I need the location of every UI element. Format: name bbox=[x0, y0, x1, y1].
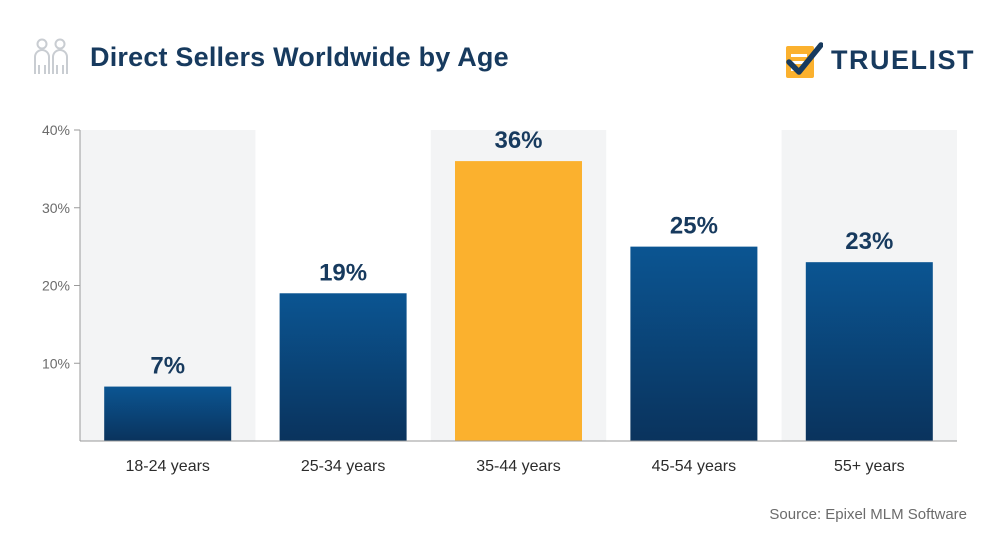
y-tick-label: 20% bbox=[42, 278, 70, 294]
page-title: Direct Sellers Worldwide by Age bbox=[90, 42, 509, 72]
checklist-icon bbox=[786, 42, 823, 78]
bar bbox=[104, 386, 232, 441]
x-tick-label: 55+ years bbox=[834, 458, 905, 475]
y-axis: 10% 20% 30% 40% bbox=[42, 122, 81, 441]
value-label: 19% bbox=[319, 259, 367, 286]
value-label: 23% bbox=[845, 228, 893, 255]
brand-name: TRUELIST bbox=[831, 44, 975, 75]
x-axis: 18-24 years 25-34 years 35-44 years 45-54 y… bbox=[80, 440, 957, 475]
bar bbox=[279, 293, 407, 441]
bar bbox=[630, 246, 758, 441]
bar bbox=[805, 262, 933, 441]
x-tick-label: 25-34 years bbox=[301, 458, 386, 475]
value-label: 36% bbox=[494, 127, 542, 154]
y-tick-label: 10% bbox=[42, 355, 70, 371]
source-note: Source: Epixel MLM Software bbox=[769, 506, 967, 523]
people-icon bbox=[34, 38, 68, 74]
x-tick-label: 18-24 years bbox=[125, 458, 210, 475]
value-label: 25% bbox=[670, 213, 718, 240]
y-tick-label: 30% bbox=[42, 200, 70, 216]
x-tick-label: 45-54 years bbox=[652, 458, 737, 475]
bar bbox=[455, 161, 582, 441]
brand-logo: TRUELIST bbox=[783, 40, 975, 80]
y-tick-label: 40% bbox=[42, 122, 70, 138]
bar-chart: 10% 20% 30% 40% 7% 19% 36% 25% 23% 18-24 years 2… bbox=[42, 122, 957, 475]
x-tick-label: 35-44 years bbox=[476, 458, 561, 475]
bars bbox=[104, 161, 933, 441]
value-label: 7% bbox=[150, 353, 185, 380]
value-labels: 7% 19% 36% 25% 23% bbox=[150, 127, 893, 379]
